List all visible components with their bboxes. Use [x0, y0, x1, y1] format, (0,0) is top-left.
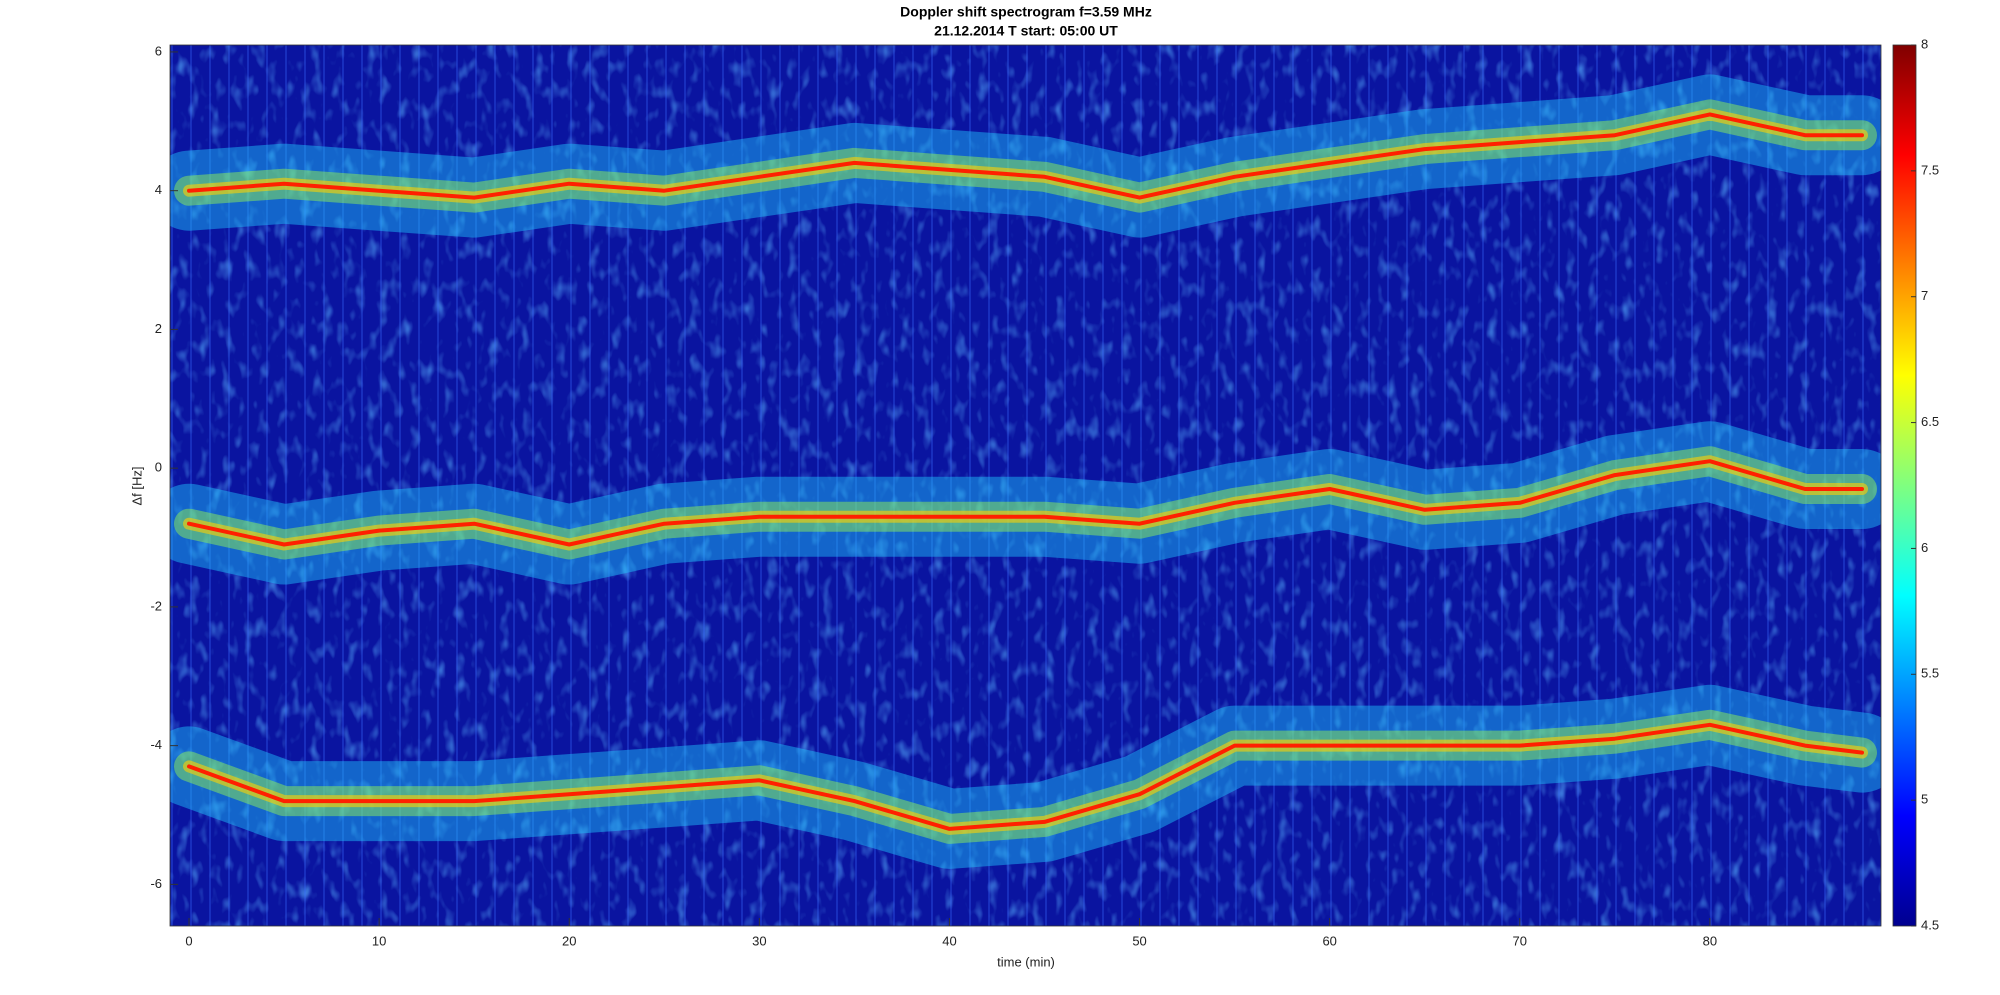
x-tick-label: 50 [1132, 933, 1146, 948]
x-axis-label: time (min) [997, 954, 1055, 969]
y-tick-label: 0 [155, 460, 162, 475]
x-tick-label: 0 [185, 933, 192, 948]
colorbar-tick-label: 5 [1921, 792, 1928, 807]
y-tick-label: 2 [155, 321, 162, 336]
x-tick-label: 20 [562, 933, 576, 948]
colorbar-tick-label: 5.5 [1921, 666, 1939, 681]
y-tick-label: -4 [150, 737, 162, 752]
x-tick-label: 40 [942, 933, 956, 948]
x-tick-label: 70 [1513, 933, 1527, 948]
x-tick-label: 60 [1322, 933, 1336, 948]
x-tick-label: 80 [1703, 933, 1717, 948]
colorbar-tick-label: 6 [1921, 540, 1928, 555]
y-axis-label: Δf [Hz] [129, 466, 144, 505]
colorbar-tick-label: 4.5 [1921, 917, 1939, 932]
trace [187, 112, 1864, 200]
colorbar-tick-label: 8 [1921, 36, 1928, 51]
y-tick-label: -2 [150, 598, 162, 613]
y-tick-label: 4 [155, 182, 162, 197]
trace [187, 459, 1864, 547]
chart-title: Doppler shift spectrogram f=3.59 MHz [900, 4, 1152, 20]
colorbar [1892, 44, 1917, 927]
trace [187, 722, 1864, 831]
y-tick-label: -6 [150, 876, 162, 891]
chart-subtitle: 21.12.2014 T start: 05:00 UT [934, 23, 1118, 39]
plot-frame [169, 44, 1882, 927]
x-tick-label: 10 [372, 933, 386, 948]
x-tick-label: 30 [752, 933, 766, 948]
colorbar-tick-label: 7.5 [1921, 162, 1939, 177]
colorbar-tick-label: 7 [1921, 288, 1928, 303]
colorbar-tick-label: 6.5 [1921, 414, 1939, 429]
plot-area [170, 45, 1881, 926]
y-tick-label: 6 [155, 43, 162, 58]
